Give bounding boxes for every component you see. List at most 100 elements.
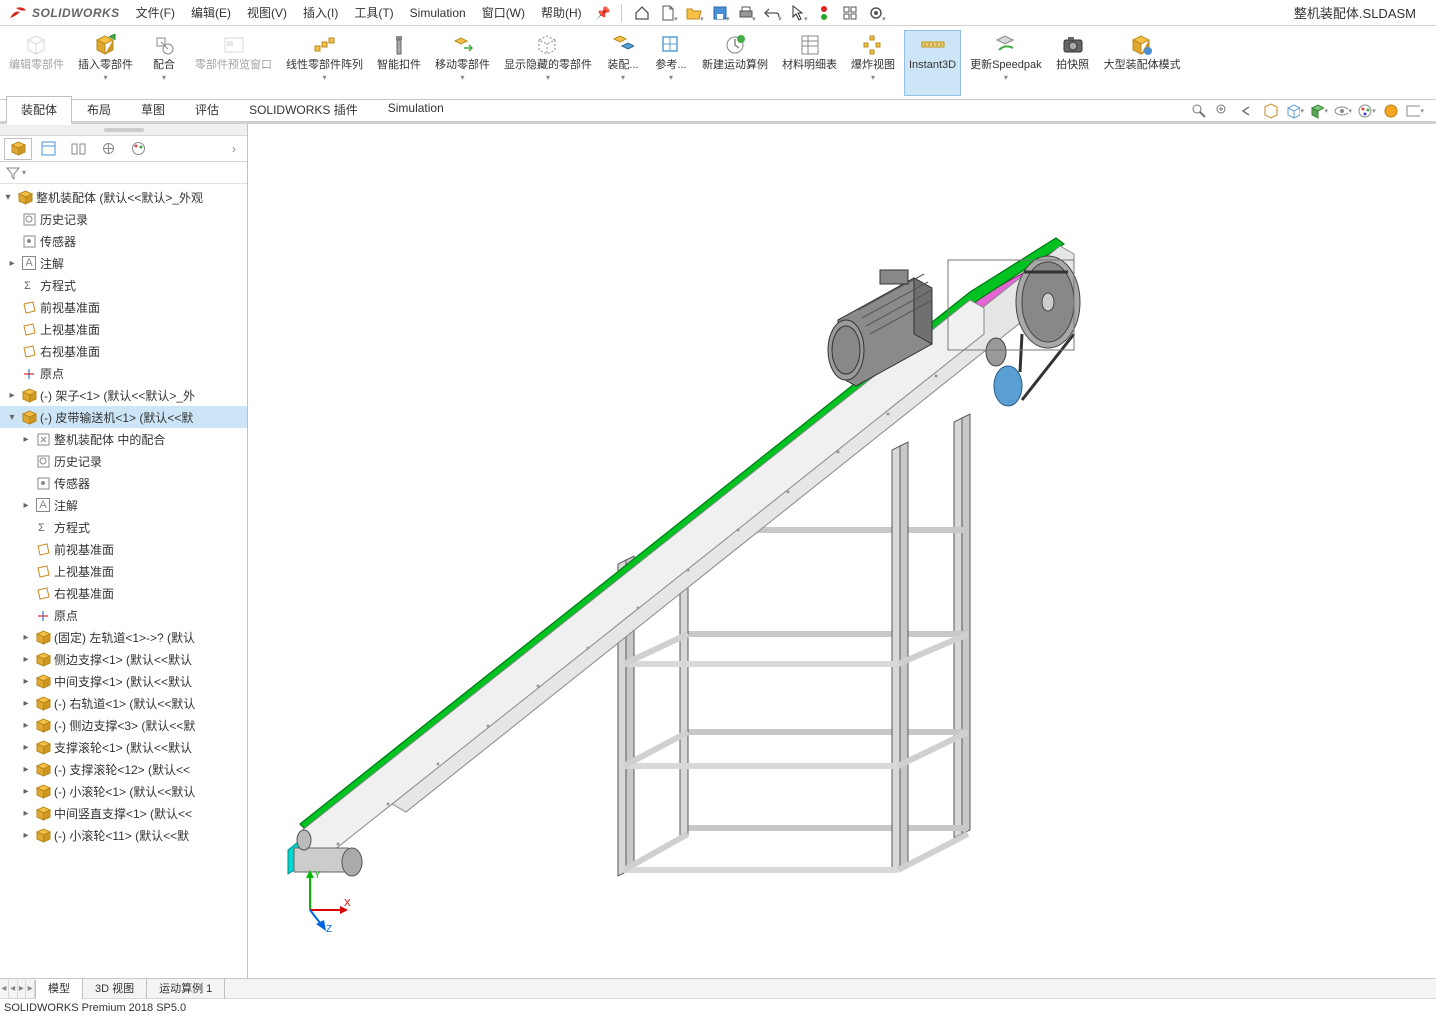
tree-item[interactable]: ▸(固定) 左轨道<1>->? (默认 [0, 626, 247, 648]
tree-filter[interactable]: ▾ [0, 162, 247, 184]
select-icon[interactable]: ▾ [786, 2, 810, 24]
tree-item[interactable]: 原点 [0, 604, 247, 626]
tree-item[interactable]: ▸中间支撑<1> (默认<<默认 [0, 670, 247, 692]
settings-icon[interactable]: ▾ [864, 2, 888, 24]
menu-item[interactable]: 编辑(E) [183, 0, 239, 26]
ribbon-move-comp[interactable]: 移动零部件▾ [430, 30, 495, 96]
ribbon-bom[interactable]: 材料明细表 [777, 30, 842, 96]
tree-item[interactable]: ▸中间竖直支撑<1> (默认<< [0, 802, 247, 824]
menu-item[interactable]: 插入(I) [295, 0, 346, 26]
ribbon-linear-pattern[interactable]: 线性零部件阵列▾ [281, 30, 368, 96]
tree-item[interactable]: ▸侧边支撑<1> (默认<<默认 [0, 648, 247, 670]
graphics-viewport[interactable]: Y X Z [248, 124, 1436, 978]
tree-item[interactable]: 原点 [0, 362, 247, 384]
tree-item[interactable]: ▸(-) 侧边支撑<3> (默认<<默 [0, 714, 247, 736]
menu-item[interactable]: 帮助(H) [533, 0, 590, 26]
svg-text:Σ: Σ [24, 280, 31, 292]
save-icon[interactable]: ▾ [708, 2, 732, 24]
ribbon-large-assembly[interactable]: 大型装配体模式 [1099, 30, 1186, 96]
print-icon[interactable]: ▾ [734, 2, 758, 24]
tree-root[interactable]: ▾整机装配体 (默认<<默认>_外观 [0, 186, 247, 208]
edit-appearance-icon[interactable]: ▾ [1358, 102, 1376, 120]
apply-scene-icon[interactable] [1382, 102, 1400, 120]
tree-item[interactable]: 右视基准面 [0, 340, 247, 362]
section-view-icon[interactable] [1262, 102, 1280, 120]
command-tab[interactable]: SOLIDWORKS 插件 [234, 96, 373, 122]
options-icon[interactable] [838, 2, 862, 24]
tree-item[interactable]: Σ方程式 [0, 274, 247, 296]
view-settings-icon[interactable]: ▾ [1406, 102, 1424, 120]
tree-item[interactable]: ▸A注解 [0, 494, 247, 516]
display-manager-tab[interactable] [124, 138, 152, 160]
menu-item[interactable]: 窗口(W) [474, 0, 533, 26]
pin-icon[interactable]: 📌 [590, 6, 617, 20]
new-icon[interactable]: ▾ [656, 2, 680, 24]
tree-item[interactable]: ▸A注解 [0, 252, 247, 274]
panel-grip[interactable] [0, 124, 247, 136]
tree-item[interactable]: Σ方程式 [0, 516, 247, 538]
home-icon[interactable] [630, 2, 654, 24]
tree-item[interactable]: 上视基准面 [0, 318, 247, 340]
tree-item[interactable]: ▸(-) 小滚轮<1> (默认<<默认 [0, 780, 247, 802]
ribbon-explode[interactable]: 爆炸视图▾ [846, 30, 900, 96]
ribbon-mate[interactable]: 配合▾ [142, 30, 186, 96]
command-tab[interactable]: 评估 [180, 96, 234, 122]
tree-item[interactable]: ▸整机装配体 中的配合 [0, 428, 247, 450]
bottom-tab[interactable]: 运动算例 1 [147, 979, 225, 999]
tree-item[interactable]: 历史记录 [0, 450, 247, 472]
tree-item[interactable]: 前视基准面 [0, 538, 247, 560]
menu-item[interactable]: 视图(V) [239, 0, 295, 26]
tree-item[interactable]: 传感器 [0, 230, 247, 252]
ribbon-smart-fastener[interactable]: 智能扣件 [372, 30, 426, 96]
configuration-manager-tab[interactable] [64, 138, 92, 160]
tree-item[interactable]: ▸支撑滚轮<1> (默认<<默认 [0, 736, 247, 758]
bottom-tab[interactable]: 模型 [36, 979, 83, 999]
command-tab[interactable]: 草图 [126, 96, 180, 122]
svg-text:X: X [344, 898, 351, 909]
command-tab[interactable]: 布局 [72, 96, 126, 122]
command-tab[interactable]: Simulation [373, 96, 459, 122]
svg-text:Z: Z [326, 924, 332, 934]
feature-manager-tab[interactable] [4, 138, 32, 160]
ribbon-new-motion[interactable]: 新建运动算例 [697, 30, 773, 96]
tree-item[interactable]: ▸(-) 支撑滚轮<12> (默认<< [0, 758, 247, 780]
menu-item[interactable]: 工具(T) [346, 0, 401, 26]
tab-scroll[interactable]: ◂◂▸▸ [0, 980, 36, 998]
tree-item[interactable]: ▸(-) 右轨道<1> (默认<<默认 [0, 692, 247, 714]
property-manager-tab[interactable] [34, 138, 62, 160]
undo-icon[interactable]: ▾ [760, 2, 784, 24]
status-bar: SOLIDWORKS Premium 2018 SP5.0 [0, 998, 1436, 1016]
bottom-tab[interactable]: 3D 视图 [83, 979, 147, 999]
tree-item[interactable]: ▸(-) 小滚轮<11> (默认<<默 [0, 824, 247, 846]
rebuild-icon[interactable] [812, 2, 836, 24]
tree-item[interactable]: 右视基准面 [0, 582, 247, 604]
tree-item[interactable]: 历史记录 [0, 208, 247, 230]
display-style-icon[interactable]: ▾ [1310, 102, 1328, 120]
ribbon-instant3d[interactable]: Instant3D [904, 30, 961, 96]
ribbon-update-speedpak[interactable]: 更新Speedpak▾ [965, 30, 1047, 96]
tree-item[interactable]: ▾(-) 皮带输送机<1> (默认<<默 [0, 406, 247, 428]
zoom-fit-icon[interactable] [1190, 102, 1208, 120]
dimxpert-manager-tab[interactable] [94, 138, 122, 160]
view-orientation-icon[interactable]: ▾ [1286, 102, 1304, 120]
open-icon[interactable]: ▾ [682, 2, 706, 24]
ribbon-show-hidden[interactable]: 显示隐藏的零部件▾ [499, 30, 597, 96]
ribbon-edit-part: 编辑零部件 [4, 30, 69, 96]
ribbon-insert-comp[interactable]: 插入零部件▾ [73, 30, 138, 96]
tree-item[interactable]: ▸(-) 架子<1> (默认<<默认>_外 [0, 384, 247, 406]
tree-item[interactable]: 前视基准面 [0, 296, 247, 318]
ribbon-snapshot[interactable]: 拍快照 [1051, 30, 1095, 96]
hide-show-icon[interactable]: ▾ [1334, 102, 1352, 120]
menu-item[interactable]: Simulation [402, 0, 474, 26]
ribbon-reference[interactable]: 参考...▾ [649, 30, 693, 96]
command-tab[interactable]: 装配体 [6, 96, 72, 125]
panel-expand-icon[interactable]: › [225, 138, 243, 160]
svg-text:Σ: Σ [38, 522, 45, 534]
tree-item[interactable]: 传感器 [0, 472, 247, 494]
ribbon-assembly[interactable]: 装配...▾ [601, 30, 645, 96]
menu-item[interactable]: 文件(F) [128, 0, 183, 26]
zoom-area-icon[interactable] [1214, 102, 1232, 120]
app-logo: SOLIDWORKS [0, 4, 128, 22]
previous-view-icon[interactable] [1238, 102, 1256, 120]
tree-item[interactable]: 上视基准面 [0, 560, 247, 582]
